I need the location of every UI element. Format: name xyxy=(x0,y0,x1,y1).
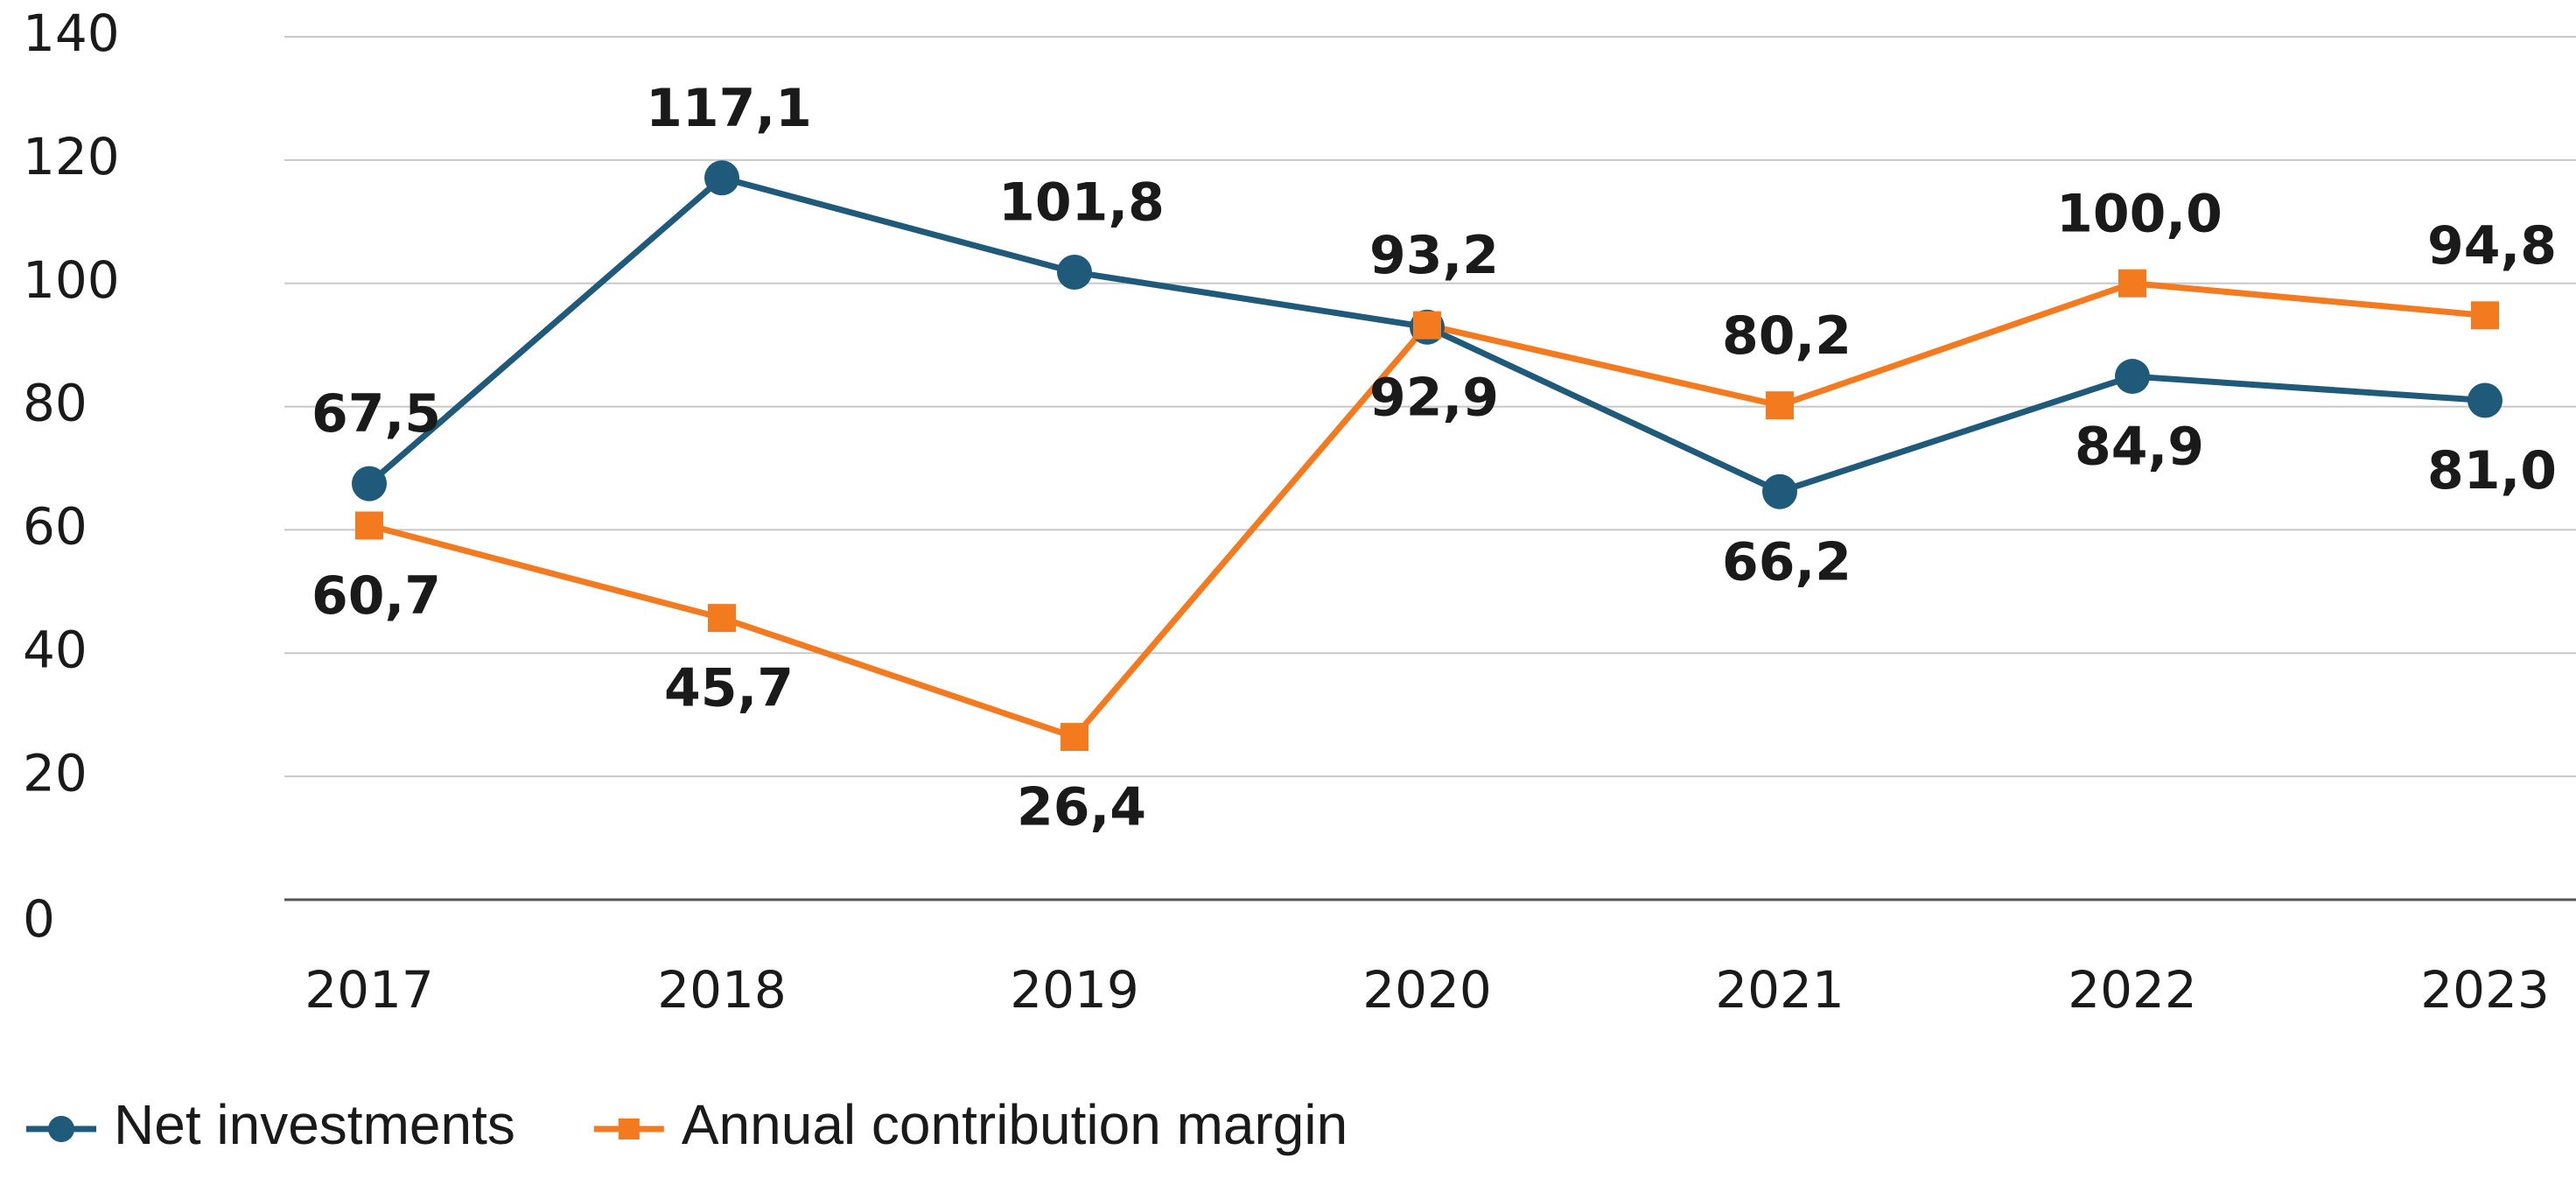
marker xyxy=(1762,473,1797,509)
data-label: 67,5 xyxy=(312,383,441,445)
x-tick-label: 2020 xyxy=(1362,960,1492,1020)
marker xyxy=(1413,311,1441,340)
data-label: 26,4 xyxy=(1017,777,1146,838)
legend-marker xyxy=(48,1116,74,1142)
data-label: 101,8 xyxy=(998,172,1165,234)
x-tick-label: 2018 xyxy=(657,960,787,1020)
y-tick-label: 100 xyxy=(23,250,120,310)
marker xyxy=(2115,359,2150,395)
y-tick-label: 60 xyxy=(23,497,88,557)
marker xyxy=(1060,723,1088,752)
y-tick-label: 20 xyxy=(23,743,88,803)
data-label: 94,8 xyxy=(2427,215,2557,277)
data-label: 66,2 xyxy=(1722,531,1852,593)
marker xyxy=(1057,255,1092,291)
data-label: 80,2 xyxy=(1722,305,1852,367)
data-label: 117,1 xyxy=(646,78,812,139)
legend-marker xyxy=(618,1118,640,1139)
data-label: 45,7 xyxy=(664,658,794,719)
x-tick-label: 2023 xyxy=(2420,960,2550,1020)
data-label: 60,7 xyxy=(312,565,441,627)
marker xyxy=(355,511,383,540)
y-tick-label: 120 xyxy=(23,127,120,186)
x-tick-label: 2022 xyxy=(2068,960,2197,1020)
x-tick-label: 2017 xyxy=(304,960,434,1020)
marker xyxy=(2471,301,2499,330)
legend-label: Annual contribution margin xyxy=(682,1093,1348,1156)
marker xyxy=(2468,382,2502,418)
data-label: 92,9 xyxy=(1369,367,1499,428)
y-tick-label: 80 xyxy=(23,374,88,433)
marker xyxy=(708,604,736,633)
y-tick-label: 0 xyxy=(23,889,55,949)
marker xyxy=(1766,391,1794,420)
y-tick-label: 40 xyxy=(23,620,88,679)
data-label: 100,0 xyxy=(2056,183,2222,244)
marker xyxy=(2118,269,2146,298)
x-tick-label: 2021 xyxy=(1715,960,1844,1020)
x-tick-label: 2019 xyxy=(1010,960,1139,1020)
legend-item: Annual contribution margin xyxy=(593,1093,1348,1156)
data-label: 93,2 xyxy=(1369,225,1499,286)
marker xyxy=(352,466,387,501)
legend-item: Net investments xyxy=(26,1093,515,1156)
y-tick-label: 140 xyxy=(23,4,120,63)
marker xyxy=(704,160,739,196)
legend-label: Net investments xyxy=(114,1093,515,1156)
data-label: 84,9 xyxy=(2075,417,2204,478)
data-label: 81,0 xyxy=(2427,440,2557,501)
